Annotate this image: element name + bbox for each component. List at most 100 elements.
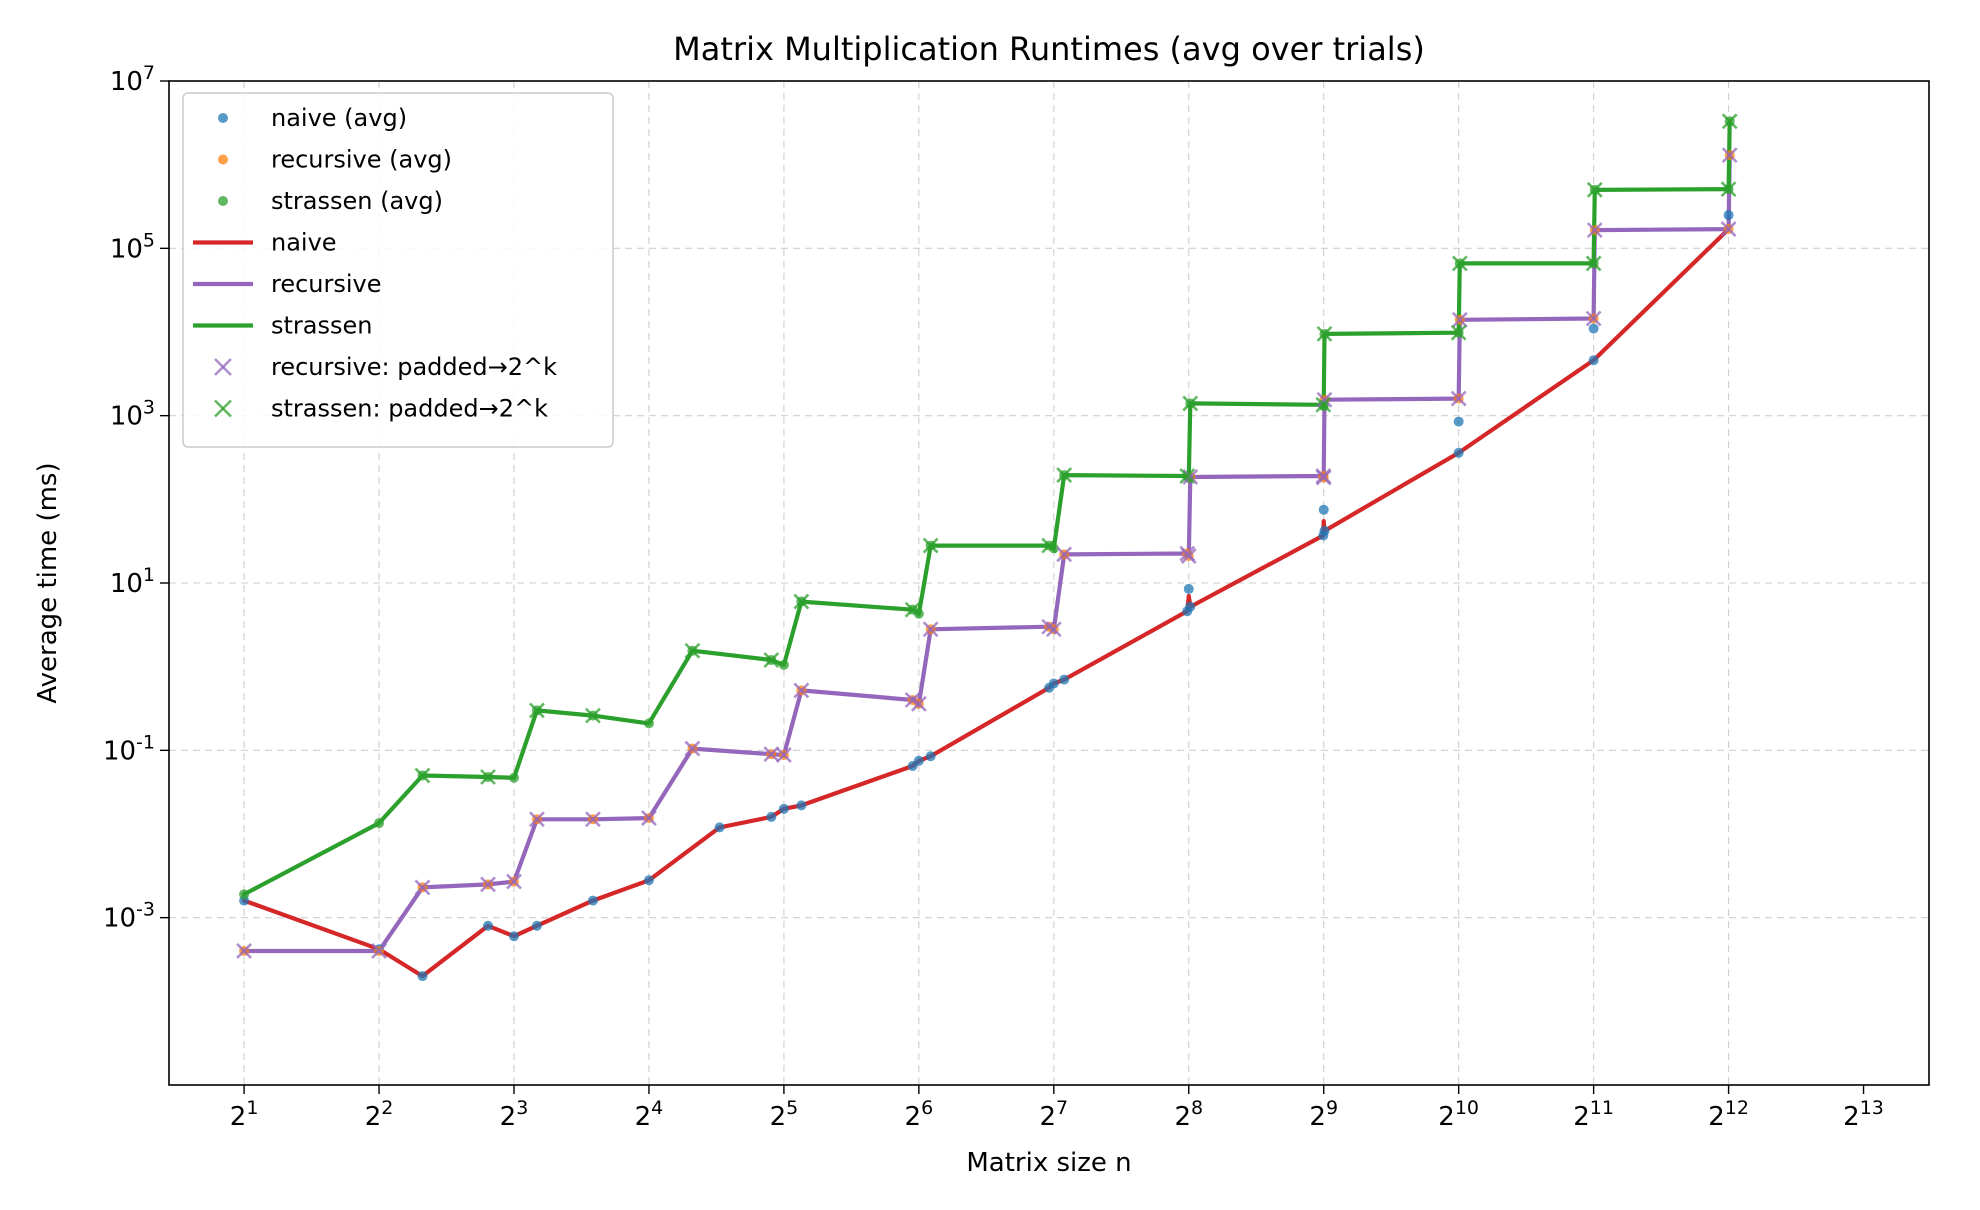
legend-item-naive: naive: [193, 229, 337, 257]
point-strassen-avg: [239, 889, 250, 900]
padded-marker-recursive: [585, 811, 601, 828]
point-strassen-avg: [913, 608, 924, 619]
padded-marker-recursive: [641, 810, 657, 826]
padded-marker-strassen: [1450, 324, 1467, 341]
legend-marker: [214, 358, 232, 376]
point-naive-avg: [796, 800, 807, 811]
padded-marker-recursive: [1720, 221, 1737, 237]
legend-item-strassen-padded-2-k: strassen: padded→2^k: [214, 395, 548, 423]
point-naive-avg: [778, 803, 789, 814]
padded-marker-recursive: [763, 746, 780, 763]
padded-marker-strassen: [1585, 255, 1602, 272]
legend-label: naive: [271, 229, 337, 257]
legend-label: strassen (avg): [271, 187, 443, 215]
x-tick-label: 24: [635, 1097, 664, 1132]
legend-marker: [214, 399, 232, 418]
padded-marker-recursive: [480, 876, 496, 893]
padded-marker-strassen: [1720, 181, 1737, 198]
point-naive-avg: [714, 822, 725, 833]
point-naive-avg: [531, 920, 542, 931]
padded-marker-strassen: [763, 652, 780, 668]
point-naive-avg: [913, 755, 924, 766]
y-axis-title: Average time (ms): [33, 462, 63, 703]
point-strassen-avg: [778, 659, 789, 670]
padded-marker-recursive: [1585, 310, 1602, 327]
x-tick-label: 28: [1174, 1097, 1203, 1132]
y-tick-label: 101: [110, 564, 155, 599]
x-tick-label: 213: [1843, 1097, 1884, 1132]
legend-item-recursive-avg: recursive (avg): [218, 146, 452, 174]
padded-marker-strassen: [1586, 181, 1603, 198]
legend-item-recursive-padded-2-k: recursive: padded→2^k: [214, 353, 557, 381]
point-naive-avg: [1059, 674, 1070, 685]
point-naive-avg: [1723, 210, 1734, 221]
padded-marker-recursive: [922, 621, 939, 638]
padded-marker-strassen: [414, 767, 431, 784]
padded-marker-strassen: [480, 769, 496, 785]
padded-marker-strassen: [904, 601, 921, 618]
y-tick-label: 10-3: [103, 899, 155, 934]
point-naive-avg: [1588, 323, 1599, 334]
y-tick-label: 103: [110, 397, 155, 432]
marker-layer: [236, 113, 1738, 982]
padded-marker-recursive: [414, 879, 431, 896]
x-tick-label: 21: [230, 1097, 259, 1132]
padded-marker-recursive: [1316, 391, 1333, 408]
padded-marker-recursive: [1586, 222, 1603, 239]
padded-marker-recursive: [1315, 469, 1332, 486]
point-naive-avg: [417, 971, 428, 982]
padded-marker-recursive: [506, 873, 522, 890]
point-naive-avg: [1319, 525, 1330, 536]
point-naive-avg: [1048, 678, 1059, 689]
padded-marker-strassen: [1056, 467, 1073, 483]
legend-item-recursive: recursive: [193, 270, 382, 298]
y-tick-label: 10-1: [103, 731, 155, 766]
chart-title: Matrix Multiplication Runtimes (avg over…: [673, 30, 1425, 68]
point-naive-avg: [925, 751, 936, 762]
padded-marker-strassen: [1721, 113, 1738, 130]
point-strassen-avg: [374, 818, 385, 829]
x-axis-title: Matrix size n: [966, 1148, 1131, 1178]
legend-box: [182, 92, 614, 448]
legend-item-strassen: strassen: [193, 312, 372, 340]
padded-marker-strassen: [1316, 325, 1333, 342]
padded-marker-strassen: [585, 707, 601, 724]
point-naive-avg: [1453, 416, 1464, 427]
padded-marker-strassen: [1182, 395, 1199, 412]
legend-marker: [218, 113, 228, 123]
padded-marker-recursive: [910, 695, 927, 712]
x-tick-label: 25: [770, 1097, 799, 1132]
legend-item-strassen-avg: strassen (avg): [218, 187, 443, 215]
point-naive-avg: [1185, 601, 1196, 612]
padded-marker-recursive: [1450, 390, 1467, 407]
padded-marker-recursive: [1721, 147, 1738, 164]
padded-marker-recursive: [793, 682, 810, 699]
padded-marker-recursive: [775, 747, 792, 763]
point-naive-avg: [1588, 355, 1599, 366]
padded-marker-recursive: [529, 811, 545, 828]
x-tick-label: 212: [1708, 1097, 1749, 1132]
point-naive-avg: [482, 920, 493, 931]
legend-item-naive-avg: naive (avg): [218, 104, 407, 132]
legend-label: strassen: padded→2^k: [271, 395, 548, 423]
padded-marker-recursive: [684, 740, 701, 757]
legend-label: recursive (avg): [271, 146, 452, 174]
legend-marker: [218, 196, 228, 206]
padded-marker-strassen: [684, 642, 701, 659]
x-tick-label: 29: [1309, 1097, 1338, 1132]
legend-label: recursive: [271, 270, 382, 298]
point-strassen-avg: [1048, 543, 1059, 554]
padded-marker-strassen: [1315, 396, 1332, 413]
x-tick-label: 22: [365, 1097, 394, 1132]
padded-marker-recursive: [371, 943, 387, 959]
legend-label: strassen: [271, 312, 372, 340]
legend-marker: [218, 154, 228, 165]
x-tick-label: 27: [1039, 1097, 1068, 1132]
point-naive-avg: [587, 895, 598, 906]
point-naive-avg: [1183, 583, 1194, 594]
padded-marker-recursive: [1180, 548, 1197, 564]
padded-marker-strassen: [1451, 255, 1468, 272]
padded-marker-strassen: [793, 593, 810, 610]
